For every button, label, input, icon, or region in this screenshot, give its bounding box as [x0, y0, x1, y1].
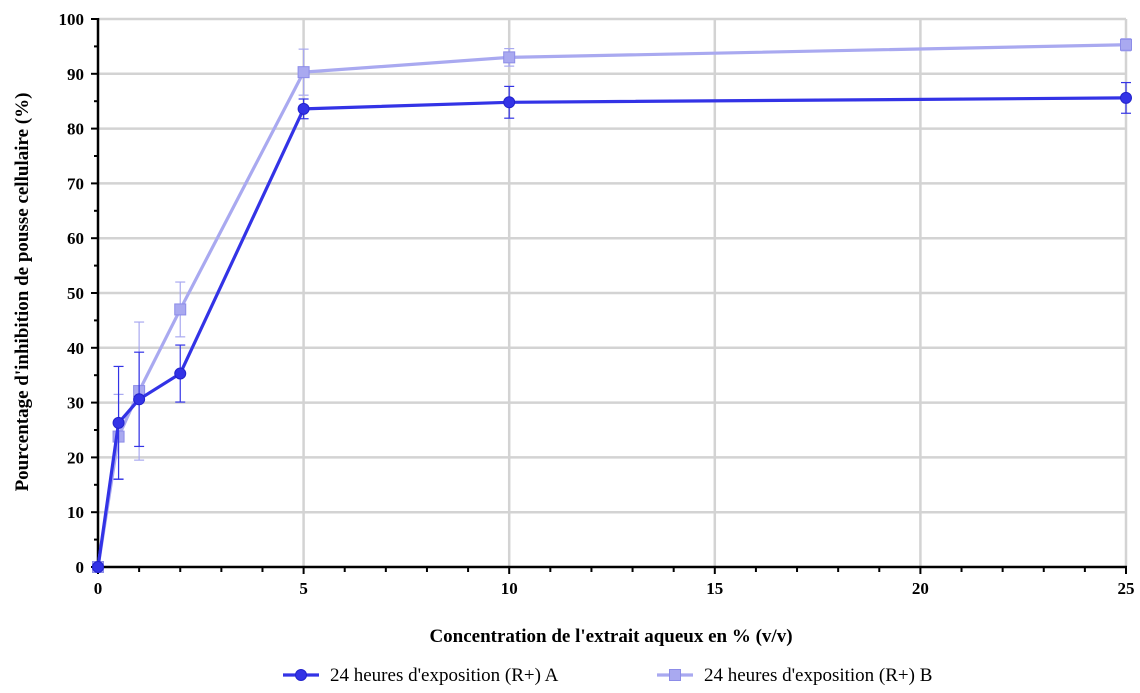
y-tick-label-50: 50 [67, 284, 84, 303]
y-tick-label-30: 30 [67, 394, 84, 413]
legend-marker [295, 669, 307, 681]
y-tick-label-90: 90 [67, 65, 84, 84]
ticks: 0 5 10 15 20 25 0 10 20 30 40 50 60 70 80 90 100 [59, 10, 1135, 598]
data-point [1120, 38, 1132, 51]
legend-marker [669, 669, 681, 681]
legend-label: 24 heures d'exposition (R+) A [330, 665, 559, 686]
data-point [1120, 91, 1132, 104]
data-point [503, 51, 516, 64]
y-tick-label-0: 0 [76, 558, 85, 577]
series-a [92, 81, 1132, 573]
x-axis-title: Concentration de l'extrait aqueux en % (… [429, 626, 792, 647]
data-point [174, 367, 187, 380]
x-tick-label-25: 25 [1118, 579, 1135, 598]
legend-item-b: 24 heures d'exposition (R+) B [657, 665, 932, 686]
data-point [503, 96, 516, 109]
series-layer [92, 38, 1132, 573]
data-point [297, 66, 310, 79]
legend-label: 24 heures d'exposition (R+) B [704, 665, 932, 686]
data-point [133, 393, 146, 406]
data-point [297, 102, 310, 115]
y-axis-title: Pourcentage d'inhibition de pousse cellu… [12, 93, 33, 492]
legend-item-a: 24 heures d'exposition (R+) A [283, 665, 559, 686]
series-line [96, 43, 1127, 568]
data-point [174, 303, 187, 316]
series-b [92, 38, 1132, 573]
y-tick-label-80: 80 [67, 120, 84, 139]
x-tick-label-20: 20 [912, 579, 929, 598]
x-tick-label-10: 10 [501, 579, 518, 598]
y-tick-label-20: 20 [67, 448, 84, 467]
y-tick-label-60: 60 [67, 229, 84, 248]
y-tick-label-70: 70 [67, 174, 84, 193]
y-tick-label-40: 40 [67, 339, 84, 358]
legend: 24 heures d'exposition (R+) A 24 heures d… [283, 665, 932, 686]
x-tick-label-5: 5 [299, 579, 308, 598]
data-point [112, 416, 125, 429]
y-tick-label-100: 100 [59, 10, 85, 29]
data-point [92, 561, 104, 573]
x-tick-label-15: 15 [706, 579, 723, 598]
x-tick-label-0: 0 [94, 579, 103, 598]
y-tick-label-10: 10 [67, 503, 84, 522]
